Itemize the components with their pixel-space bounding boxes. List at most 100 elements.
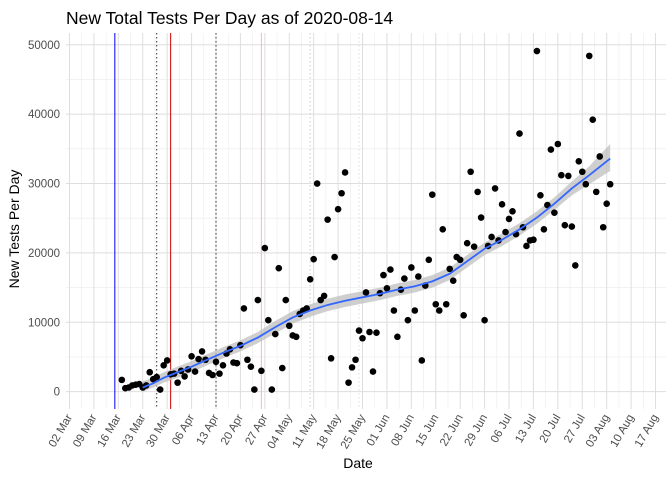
data-point [460, 312, 467, 319]
data-point [575, 158, 583, 165]
y-tick-label: 40000 [28, 109, 60, 121]
data-point [254, 296, 262, 304]
data-point [523, 242, 530, 250]
y-tick-label: 20000 [28, 248, 60, 260]
data-point [209, 371, 216, 379]
data-point [411, 307, 419, 314]
data-point [146, 368, 154, 376]
data-point [390, 307, 398, 314]
y-axis-ticks: 0 10000 20000 30000 40000 50000 [28, 40, 60, 399]
chart-title: New Total Tests Per Day as of 2020-08-14 [66, 8, 393, 28]
data-point [432, 300, 440, 308]
data-point [156, 386, 164, 393]
data-point [212, 358, 220, 366]
data-point [533, 47, 541, 55]
data-point [592, 188, 600, 196]
data-point [596, 153, 604, 160]
data-point [258, 367, 265, 375]
data-point [118, 376, 126, 384]
data-point [404, 316, 412, 324]
data-point [247, 363, 255, 370]
x-tick-label: 20 Jul [538, 413, 564, 446]
data-point [181, 373, 188, 380]
data-point [174, 379, 181, 386]
data-point [352, 356, 359, 364]
data-point [547, 146, 555, 153]
data-point [439, 226, 447, 233]
data-point [449, 277, 457, 284]
data-point [331, 253, 338, 261]
y-tick-label: 0 [54, 387, 60, 399]
data-point [488, 233, 495, 241]
plot-grid [66, 33, 666, 409]
data-point [491, 185, 499, 192]
data-point [516, 130, 523, 137]
data-point [338, 189, 345, 197]
reference-lines [114, 33, 360, 409]
data-point [373, 329, 380, 336]
data-point [306, 275, 314, 283]
data-point [477, 214, 485, 221]
confidence-band-area [142, 143, 611, 392]
data-point [442, 300, 450, 308]
data-point [272, 330, 279, 338]
data-point [282, 296, 290, 304]
data-point [589, 116, 597, 124]
data-point [505, 215, 513, 223]
x-tick-label: 06 Apr [170, 412, 197, 447]
data-point [285, 322, 293, 330]
data-point [470, 243, 478, 250]
data-point [310, 255, 317, 263]
data-point [251, 386, 258, 393]
data-point [463, 239, 471, 247]
data-point [334, 205, 342, 213]
data-point [418, 357, 426, 364]
data-point [387, 266, 394, 273]
smooth-trend-line [142, 157, 611, 389]
data-point [153, 373, 160, 381]
data-point [327, 355, 335, 362]
data-point [446, 265, 454, 273]
data-point [603, 200, 610, 207]
data-point [540, 226, 548, 233]
x-tick-label: 30 Mar [144, 412, 172, 449]
data-point [408, 264, 415, 271]
data-point [578, 168, 586, 176]
data-point [244, 356, 251, 364]
data-point [383, 284, 391, 292]
data-point [585, 52, 593, 60]
data-point [292, 333, 300, 341]
data-point [428, 191, 436, 198]
data-point [188, 352, 195, 360]
data-point [509, 207, 516, 215]
data-point [606, 180, 614, 188]
data-point [362, 289, 370, 296]
y-tick-label: 30000 [28, 179, 60, 191]
data-point [303, 305, 310, 312]
data-point [324, 216, 331, 223]
data-point [233, 359, 241, 367]
data-point [474, 188, 481, 196]
x-tick-label: 29 Jun [463, 412, 491, 448]
x-tick-label: 27 Jul [562, 413, 588, 446]
data-point [268, 386, 276, 393]
data-point [195, 355, 202, 363]
data-point [359, 334, 366, 342]
trend-line-path [142, 157, 611, 389]
data-point [240, 305, 248, 312]
data-point [320, 292, 328, 300]
x-tick-label: 06 Jul [489, 413, 515, 446]
data-point [558, 171, 565, 179]
data-point [530, 236, 537, 244]
data-point [345, 379, 352, 386]
data-point [160, 361, 167, 369]
data-point [572, 262, 579, 269]
x-tick-label: 20 Apr [219, 412, 246, 447]
data-point [191, 368, 199, 375]
data-point [216, 370, 223, 377]
data-point [415, 273, 422, 280]
data-point [498, 201, 506, 208]
x-tick-label: 13 Apr [195, 412, 222, 447]
y-tick-label: 10000 [28, 317, 60, 329]
